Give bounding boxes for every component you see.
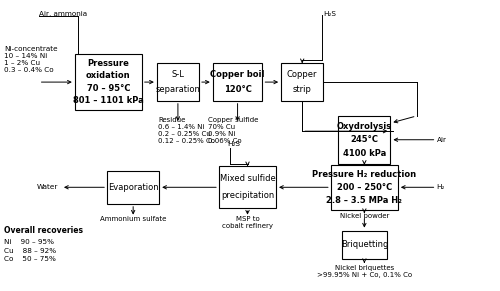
Text: Pressure H₂ reduction: Pressure H₂ reduction [312,170,416,179]
Text: 4100 kPa: 4100 kPa [342,149,386,158]
Bar [281,63,324,101]
Text: Oxydrolysis: Oxydrolysis [337,122,392,131]
Text: Mixed sulfide: Mixed sulfide [220,174,276,183]
Text: 801 – 1101 kPa: 801 – 1101 kPa [73,96,144,105]
Text: Cu    88 – 92%: Cu 88 – 92% [4,248,56,254]
Text: Copper boil: Copper boil [210,70,265,79]
Text: S-L: S-L [172,70,184,79]
Bar [107,171,160,204]
Text: oxidation: oxidation [86,71,130,80]
Text: strip: strip [293,85,312,94]
Text: MSP to
cobalt refinery: MSP to cobalt refinery [222,216,273,229]
Text: Residue
0.6 – 1.4% Ni
0.2 – 0.25% Cu
0.12 – 0.25% Co: Residue 0.6 – 1.4% Ni 0.2 – 0.25% Cu 0.1… [158,117,215,144]
Text: Air, ammonia: Air, ammonia [38,11,87,17]
Text: Co    50 – 75%: Co 50 – 75% [4,256,56,262]
Text: Overall recoveries: Overall recoveries [4,226,83,235]
Text: 70 – 95°C: 70 – 95°C [86,84,130,93]
Text: Evaporation: Evaporation [108,183,158,192]
Bar [74,54,142,110]
Text: Ammonium sulfate: Ammonium sulfate [100,216,166,222]
Text: 120°C: 120°C [224,85,252,94]
Bar [212,63,262,101]
Text: Ni    90 – 95%: Ni 90 – 95% [4,239,54,245]
Text: 245°C: 245°C [350,135,378,144]
Text: Briquetting: Briquetting [340,240,388,249]
Text: Air: Air [436,137,446,143]
Bar [342,230,386,259]
Text: 2.8 – 3.5 MPa H₂: 2.8 – 3.5 MPa H₂ [326,196,402,205]
Text: Ni-concentrate
10 – 14% Ni
1 – 2% Cu
0.3 – 0.4% Co: Ni-concentrate 10 – 14% Ni 1 – 2% Cu 0.3… [4,45,58,72]
Text: Pressure: Pressure [88,59,129,68]
Text: H₂S: H₂S [228,141,240,147]
Bar [331,165,398,210]
Bar [157,63,199,101]
Text: H₂: H₂ [436,184,445,190]
Text: Nickel briquettes
>99.95% Ni + Co, 0.1% Co: Nickel briquettes >99.95% Ni + Co, 0.1% … [317,265,412,278]
Text: separation: separation [156,85,200,94]
Text: Nickel powder: Nickel powder [340,213,389,219]
Text: 200 – 250°C: 200 – 250°C [336,183,392,192]
Text: Water: Water [37,184,58,190]
Text: Copper sulfide
70% Cu
0.9% Ni
0.06% Co: Copper sulfide 70% Cu 0.9% Ni 0.06% Co [208,117,258,144]
Bar [338,116,390,164]
Text: Copper: Copper [287,70,318,79]
Bar [219,166,276,208]
Text: precipitation: precipitation [221,191,274,200]
Text: H₂S: H₂S [324,11,336,17]
